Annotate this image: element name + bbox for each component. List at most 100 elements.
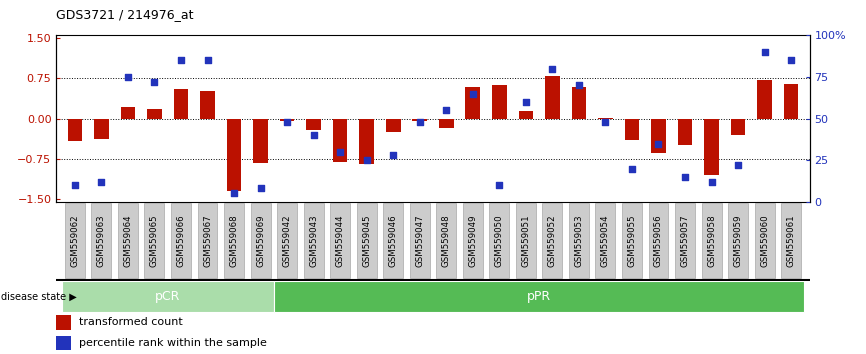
Bar <box>253 119 268 162</box>
FancyBboxPatch shape <box>436 203 456 278</box>
Point <box>94 179 108 185</box>
Point <box>147 79 161 85</box>
Text: GSM559053: GSM559053 <box>574 215 584 267</box>
Bar <box>519 110 533 119</box>
Text: GSM559069: GSM559069 <box>256 215 265 267</box>
Text: GSM559050: GSM559050 <box>494 215 504 267</box>
FancyBboxPatch shape <box>357 203 377 278</box>
Bar <box>386 119 400 132</box>
Text: disease state ▶: disease state ▶ <box>1 291 76 302</box>
Point <box>174 57 188 63</box>
Point <box>227 190 241 196</box>
FancyBboxPatch shape <box>61 281 274 312</box>
Point <box>333 149 347 155</box>
FancyBboxPatch shape <box>65 203 85 278</box>
FancyBboxPatch shape <box>622 203 642 278</box>
FancyBboxPatch shape <box>542 203 562 278</box>
Point <box>519 99 533 105</box>
Bar <box>439 119 454 128</box>
Bar <box>200 91 215 119</box>
Text: GSM559042: GSM559042 <box>282 215 292 267</box>
Text: GSM559057: GSM559057 <box>681 215 689 267</box>
Text: GSM559066: GSM559066 <box>177 215 185 267</box>
Bar <box>651 119 666 154</box>
Text: GSM559067: GSM559067 <box>203 215 212 267</box>
FancyBboxPatch shape <box>224 203 244 278</box>
Point <box>121 74 135 80</box>
Bar <box>333 119 347 161</box>
FancyBboxPatch shape <box>675 203 695 278</box>
Point <box>413 119 427 125</box>
Text: GSM559063: GSM559063 <box>97 215 106 267</box>
Point <box>625 166 639 171</box>
FancyBboxPatch shape <box>596 203 616 278</box>
Bar <box>307 119 321 130</box>
Point <box>678 174 692 179</box>
Bar <box>280 119 294 121</box>
Text: GSM559043: GSM559043 <box>309 215 318 267</box>
Bar <box>56 336 71 350</box>
Text: GSM559058: GSM559058 <box>707 215 716 267</box>
Text: GSM559047: GSM559047 <box>415 215 424 267</box>
Text: GDS3721 / 214976_at: GDS3721 / 214976_at <box>56 8 194 21</box>
FancyBboxPatch shape <box>277 203 297 278</box>
Point <box>598 119 612 125</box>
FancyBboxPatch shape <box>118 203 138 278</box>
FancyBboxPatch shape <box>781 203 801 278</box>
Text: pPR: pPR <box>527 290 551 303</box>
Text: GSM559059: GSM559059 <box>734 215 742 267</box>
Text: GSM559054: GSM559054 <box>601 215 610 267</box>
Point <box>785 57 798 63</box>
Text: GSM559061: GSM559061 <box>786 215 796 267</box>
Text: GSM559052: GSM559052 <box>548 215 557 267</box>
Bar <box>94 119 109 139</box>
Bar <box>68 119 82 141</box>
Point <box>466 91 480 96</box>
Text: percentile rank within the sample: percentile rank within the sample <box>79 338 267 348</box>
Text: GSM559055: GSM559055 <box>628 215 637 267</box>
Point <box>359 157 373 163</box>
Point <box>281 119 294 125</box>
Text: GSM559065: GSM559065 <box>150 215 159 267</box>
Point <box>201 57 215 63</box>
Text: GSM559045: GSM559045 <box>362 215 372 267</box>
FancyBboxPatch shape <box>489 203 509 278</box>
Bar <box>731 119 746 135</box>
Text: transformed count: transformed count <box>79 318 183 327</box>
FancyBboxPatch shape <box>330 203 350 278</box>
Bar <box>757 80 772 119</box>
FancyBboxPatch shape <box>274 281 805 312</box>
Text: GSM559044: GSM559044 <box>336 215 345 267</box>
Bar <box>598 118 613 119</box>
Text: GSM559062: GSM559062 <box>70 215 80 267</box>
Text: GSM559068: GSM559068 <box>229 215 238 267</box>
Bar <box>466 87 480 119</box>
FancyBboxPatch shape <box>516 203 536 278</box>
Point <box>439 107 453 113</box>
FancyBboxPatch shape <box>92 203 112 278</box>
Bar <box>572 87 586 119</box>
Bar <box>120 107 135 119</box>
Bar <box>704 119 719 175</box>
FancyBboxPatch shape <box>145 203 165 278</box>
Bar <box>412 119 427 121</box>
Text: GSM559048: GSM559048 <box>442 215 451 267</box>
FancyBboxPatch shape <box>754 203 774 278</box>
Point <box>758 49 772 55</box>
Bar <box>174 89 188 119</box>
FancyBboxPatch shape <box>171 203 191 278</box>
Point <box>651 141 665 146</box>
Text: pCR: pCR <box>155 290 180 303</box>
FancyBboxPatch shape <box>701 203 721 278</box>
Bar <box>359 119 374 164</box>
FancyBboxPatch shape <box>304 203 324 278</box>
Point <box>493 182 507 188</box>
Text: GSM559046: GSM559046 <box>389 215 397 267</box>
Point <box>254 185 268 191</box>
Bar <box>492 85 507 119</box>
Bar <box>545 76 559 119</box>
Text: GSM559064: GSM559064 <box>124 215 132 267</box>
FancyBboxPatch shape <box>569 203 589 278</box>
Text: GSM559060: GSM559060 <box>760 215 769 267</box>
Text: GSM559056: GSM559056 <box>654 215 663 267</box>
